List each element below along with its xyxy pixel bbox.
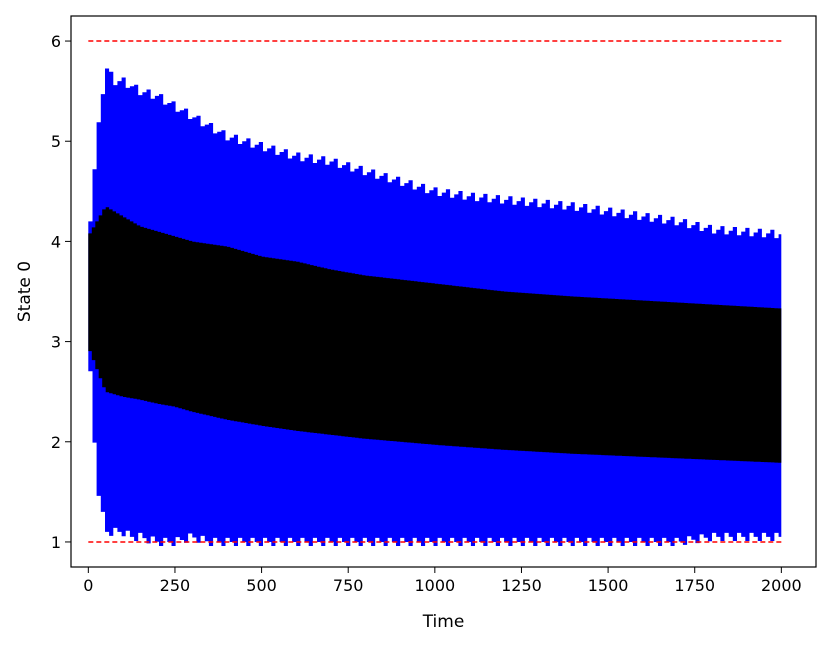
x-tick-label: 1750 [674,576,715,595]
plot-layer [88,40,782,546]
y-tick-label: 2 [51,433,61,452]
plot-frame [70,15,817,568]
x-tick-label: 1500 [588,576,629,595]
y-tick-label: 6 [51,32,61,51]
x-tick-label: 750 [333,576,364,595]
x-tick-label: 0 [83,576,93,595]
x-tick-label: 250 [160,576,191,595]
y-tick-label: 3 [51,333,61,352]
y-tick-label: 5 [51,132,61,151]
inner-band-area [88,207,782,463]
y-axis-title: State 0 [15,261,35,322]
y-tick-label: 4 [51,232,61,251]
x-tick-label: 500 [246,576,277,595]
x-tick-label: 1250 [501,576,542,595]
x-tick-label: 2000 [761,576,802,595]
y-tick-label: 1 [51,533,61,552]
axes-layer: 0 250 500 750 1000 1250 1500 1750 2000 1 2 3 4 5 6 [51,15,817,595]
x-tick-label: 1000 [414,576,455,595]
x-axis-title: Time [422,612,465,632]
